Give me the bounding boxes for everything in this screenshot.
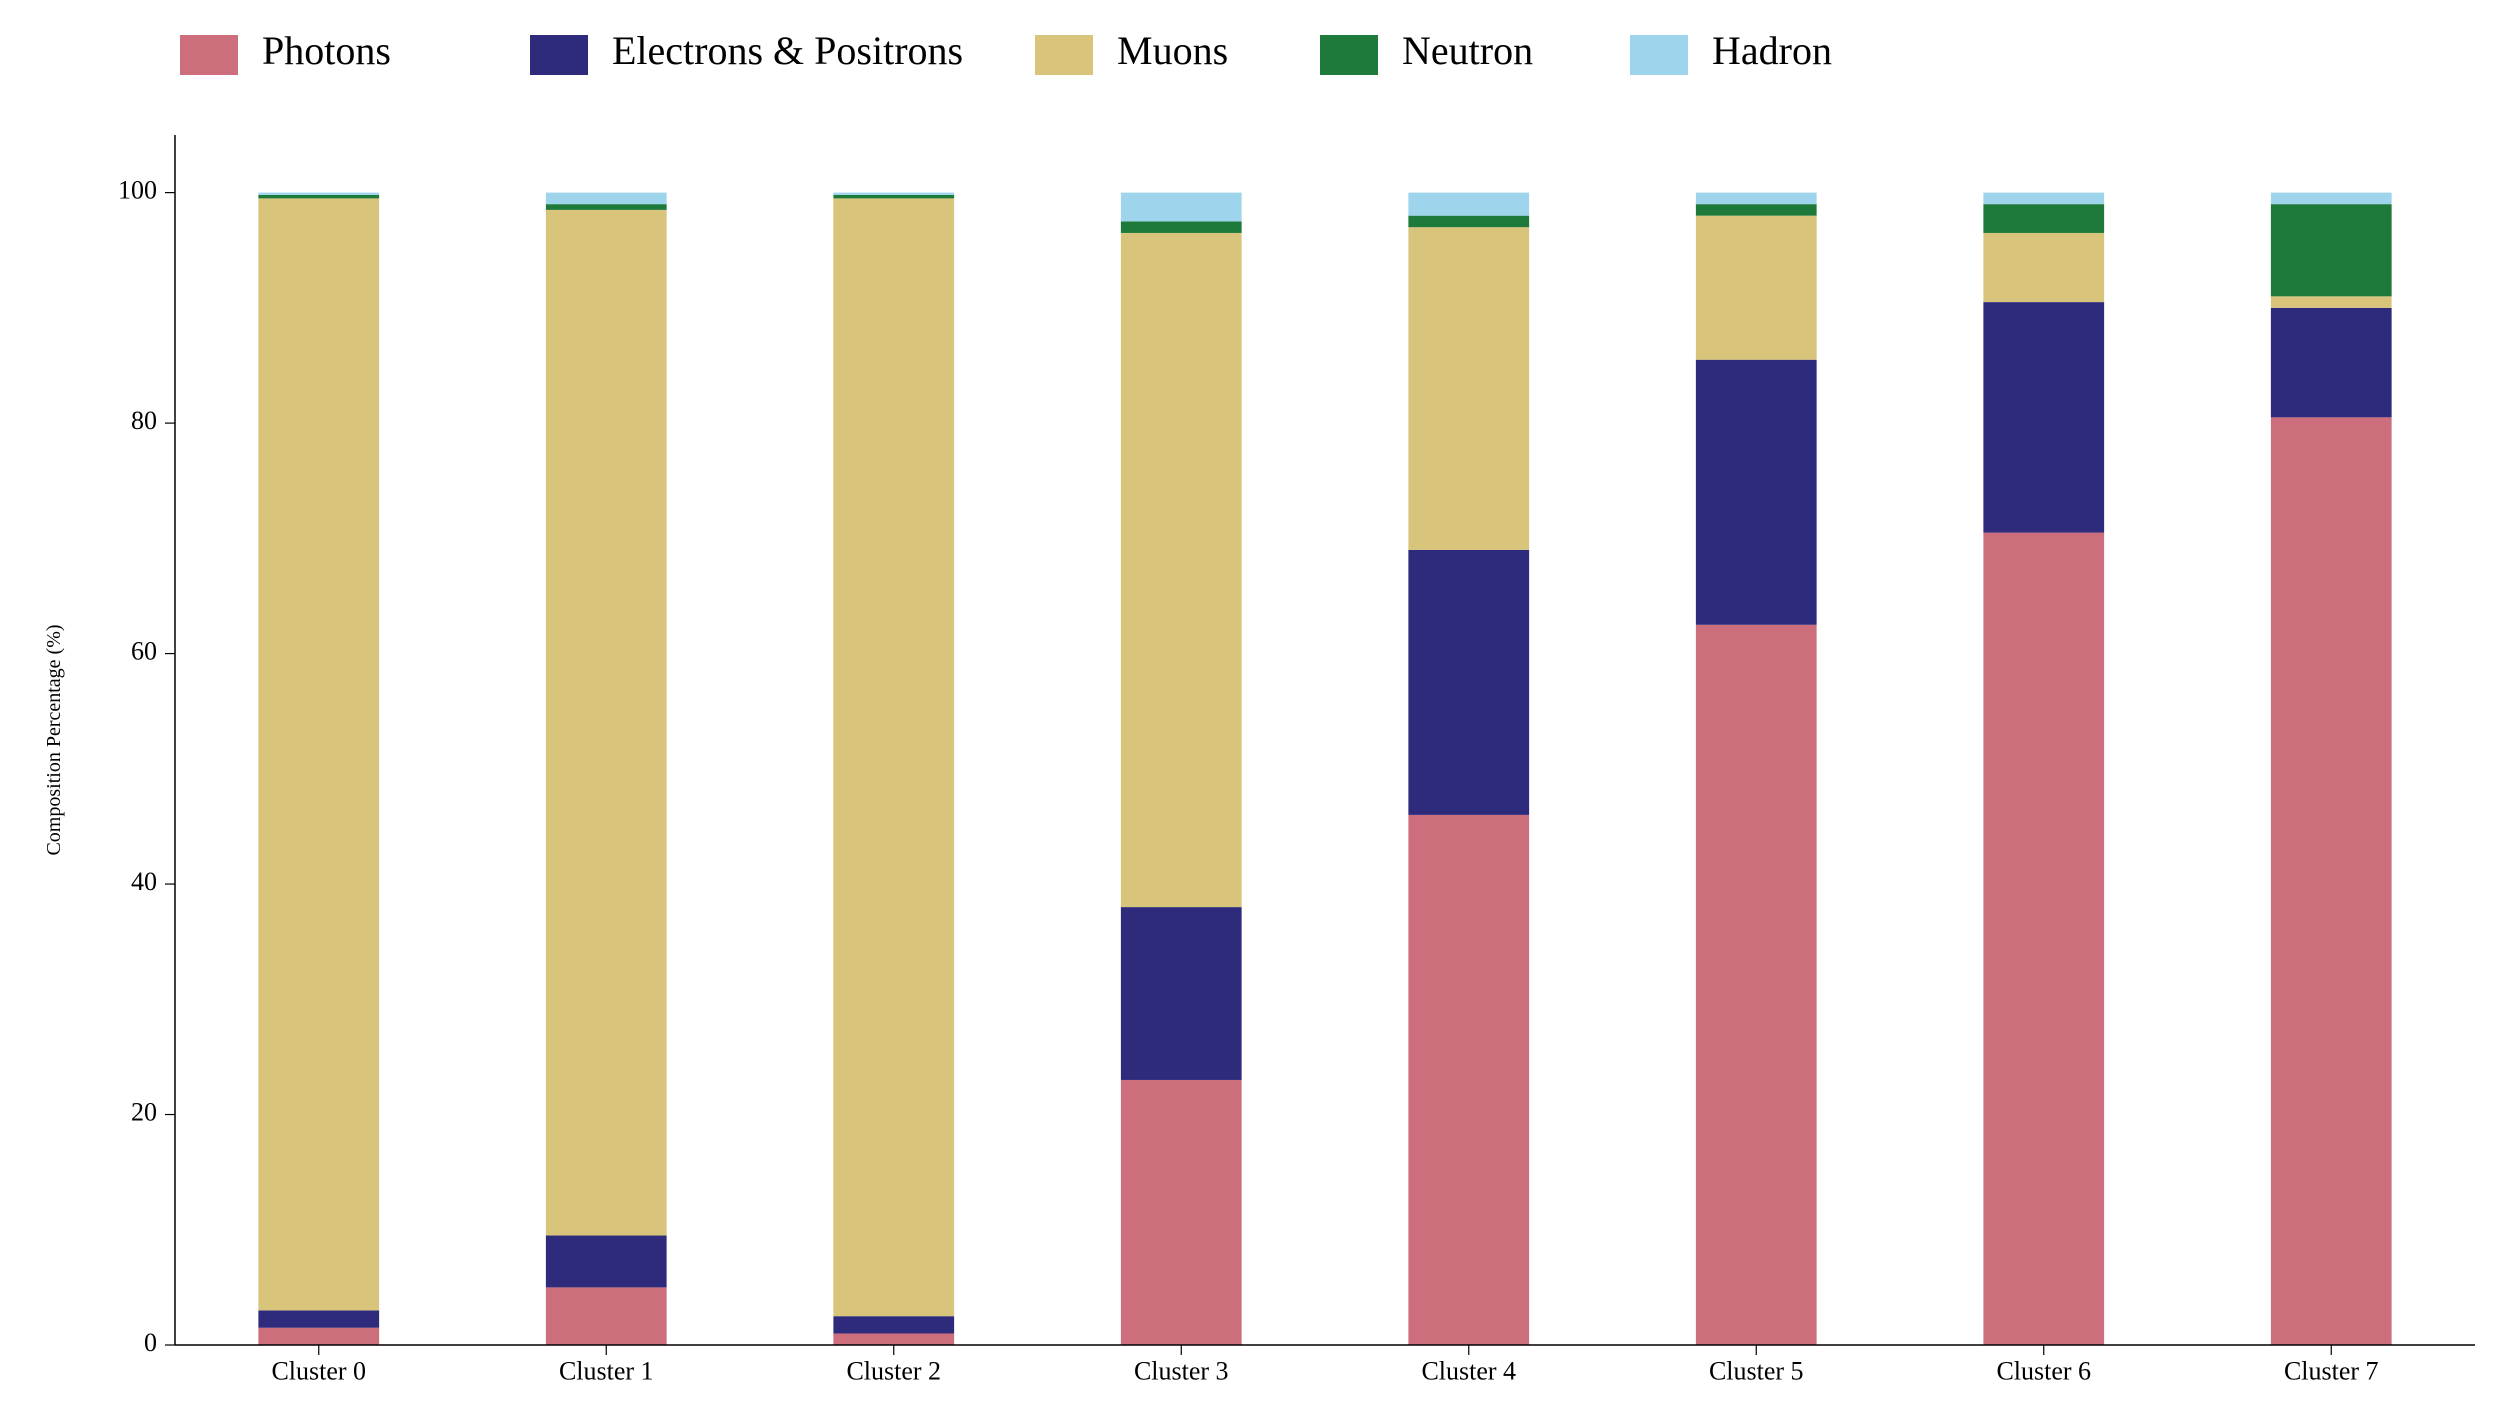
bar-2-hadron <box>833 193 954 195</box>
xtick-label-3: Cluster 3 <box>1134 1356 1229 1385</box>
axes: 0 20 40 60 80 100 Cluster 0 Cluster 1 Cluster 2 C… <box>118 135 2475 1385</box>
ytick-label-100: 100 <box>118 176 157 205</box>
ytick-label-40: 40 <box>131 867 157 896</box>
bar-7-muons <box>2271 296 2392 308</box>
bar-2-muons <box>833 198 954 1316</box>
ytick-label-0: 0 <box>144 1328 157 1357</box>
bar-6-neutron <box>1983 204 2104 233</box>
bar-5-photons <box>1696 625 1817 1345</box>
legend-swatch-muons <box>1035 35 1093 75</box>
bar-4-photons <box>1408 815 1529 1345</box>
bar-7-photons <box>2271 417 2392 1345</box>
bar-0-neutron <box>258 195 379 198</box>
xtick-label-0: Cluster 0 <box>271 1356 366 1385</box>
bar-4-muons <box>1408 227 1529 550</box>
legend-label-electrons: Electrons & Positrons <box>612 28 963 73</box>
legend-swatch-hadron <box>1630 35 1688 75</box>
bar-2-photons <box>833 1333 954 1345</box>
xtick-label-5: Cluster 5 <box>1709 1356 1804 1385</box>
bar-3-photons <box>1121 1080 1242 1345</box>
y-axis-label: Composition Percentage (%) <box>43 624 65 855</box>
legend-label-neutron: Neutron <box>1402 28 1533 73</box>
bar-3-hadron <box>1121 193 1242 222</box>
xtick-label-2: Cluster 2 <box>846 1356 941 1385</box>
legend: Photons Electrons & Positrons Muons Neutron… <box>180 28 1832 75</box>
bar-1-electrons <box>546 1236 667 1288</box>
bar-0-muons <box>258 198 379 1310</box>
bar-7-hadron <box>2271 193 2392 205</box>
xtick-label-7: Cluster 7 <box>2284 1356 2379 1385</box>
bar-6-muons <box>1983 233 2104 302</box>
bar-6-electrons <box>1983 302 2104 532</box>
legend-swatch-neutron <box>1320 35 1378 75</box>
bar-3-electrons <box>1121 907 1242 1080</box>
legend-swatch-electrons <box>530 35 588 75</box>
bar-4-hadron <box>1408 193 1529 216</box>
bar-2-neutron <box>833 195 954 198</box>
xtick-label-6: Cluster 6 <box>1996 1356 2091 1385</box>
legend-swatch-photons <box>180 35 238 75</box>
legend-label-photons: Photons <box>262 28 391 73</box>
bar-6-photons <box>1983 533 2104 1345</box>
xtick-label-1: Cluster 1 <box>559 1356 654 1385</box>
bar-5-muons <box>1696 216 1817 360</box>
bar-5-electrons <box>1696 360 1817 625</box>
legend-label-hadron: Hadron <box>1712 28 1832 73</box>
bar-0-hadron <box>258 193 379 195</box>
bar-5-neutron <box>1696 204 1817 216</box>
bars-group <box>258 193 2391 1345</box>
ytick-label-20: 20 <box>131 1097 157 1126</box>
bar-1-photons <box>546 1287 667 1345</box>
bar-2-electrons <box>833 1316 954 1333</box>
bar-4-electrons <box>1408 550 1529 815</box>
bar-4-neutron <box>1408 216 1529 228</box>
bar-6-hadron <box>1983 193 2104 205</box>
bar-5-hadron <box>1696 193 1817 205</box>
xtick-label-4: Cluster 4 <box>1421 1356 1516 1385</box>
bar-3-neutron <box>1121 221 1242 233</box>
bar-1-hadron <box>546 193 667 205</box>
legend-label-muons: Muons <box>1117 28 1228 73</box>
ytick-label-80: 80 <box>131 406 157 435</box>
bar-0-electrons <box>258 1310 379 1327</box>
chart-svg: 0 20 40 60 80 100 Cluster 0 Cluster 1 Cluster 2 C… <box>0 0 2512 1404</box>
bar-7-neutron <box>2271 204 2392 296</box>
stacked-bar-chart: 0 20 40 60 80 100 Cluster 0 Cluster 1 Cluster 2 C… <box>0 0 2512 1404</box>
ytick-label-60: 60 <box>131 637 157 666</box>
bar-0-photons <box>258 1328 379 1345</box>
bar-1-muons <box>546 210 667 1236</box>
bar-3-muons <box>1121 233 1242 907</box>
bar-7-electrons <box>2271 308 2392 417</box>
bar-1-neutron <box>546 204 667 210</box>
